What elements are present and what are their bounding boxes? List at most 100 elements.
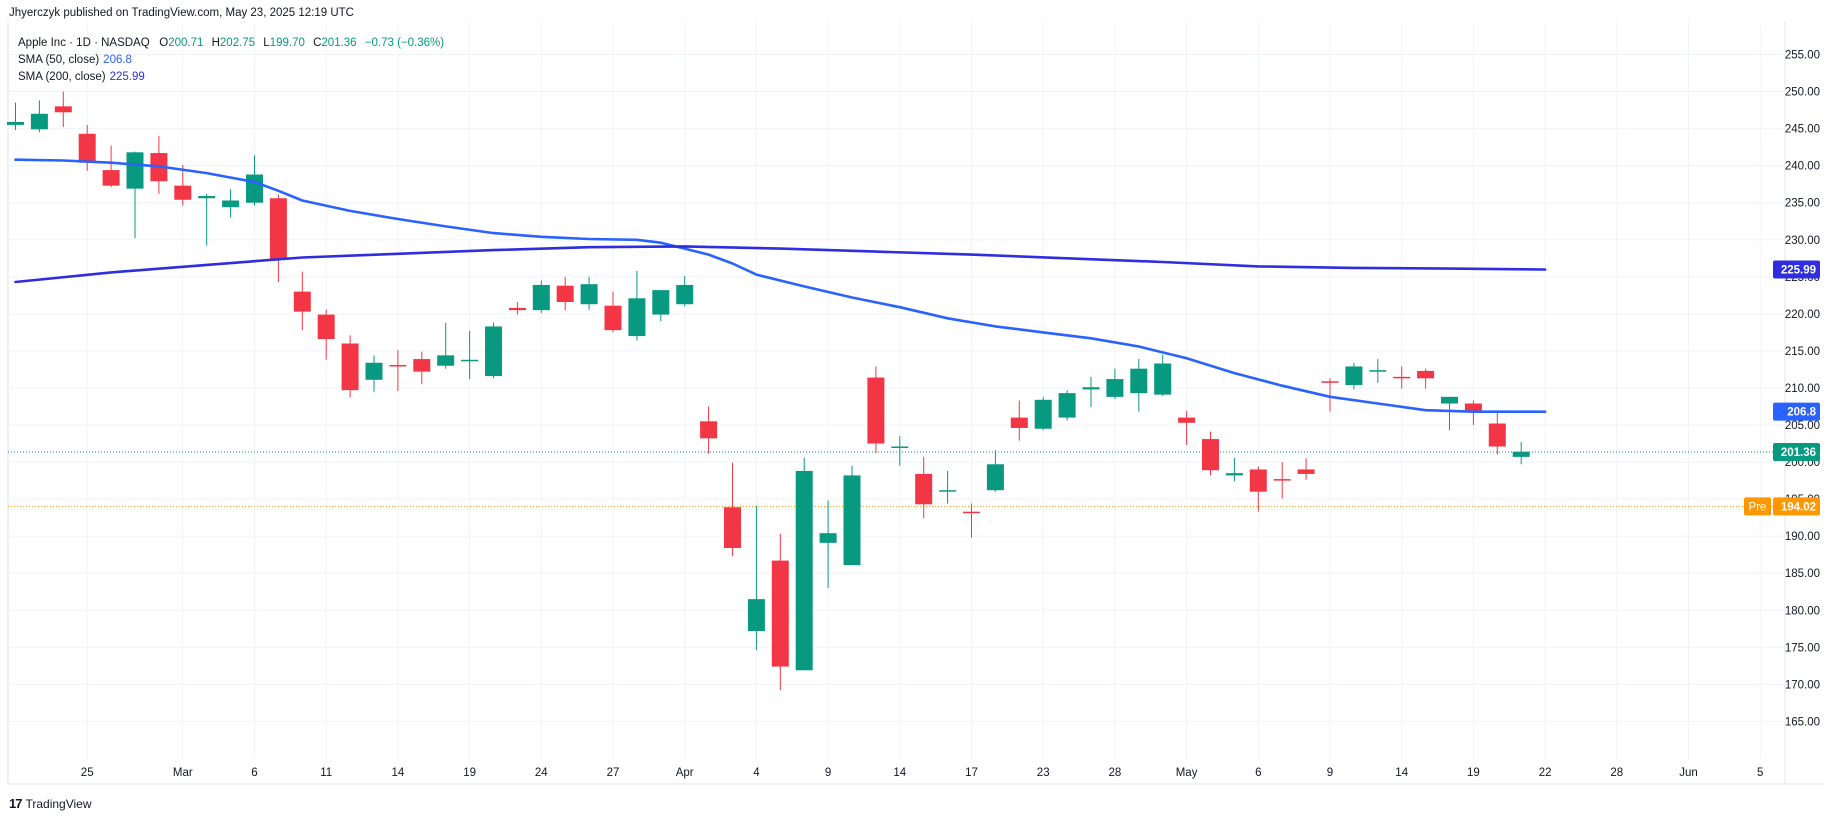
- price-tick-label: 235.00: [1785, 198, 1820, 210]
- candle-body: [1178, 417, 1196, 423]
- candle: [1297, 458, 1315, 480]
- legend-low-value: 199.70: [269, 37, 305, 49]
- price-tick-label: 190.00: [1785, 531, 1820, 543]
- candle: [747, 505, 765, 651]
- candle: [1154, 354, 1172, 397]
- sma-layer: [14, 158, 1547, 413]
- price-tick-label: 245.00: [1785, 124, 1820, 136]
- legend-open-value: 200.71: [168, 37, 204, 49]
- sma200-axis-tag-text: 225.99: [1781, 264, 1816, 276]
- candle: [532, 280, 550, 314]
- candle-body: [222, 200, 240, 208]
- tradingview-logo-icon: 17: [9, 796, 23, 811]
- price-tick-label: 250.00: [1785, 87, 1820, 99]
- candle: [795, 457, 813, 671]
- candle-body: [963, 511, 980, 514]
- candle-body: [1202, 439, 1219, 471]
- candle-body: [485, 326, 502, 377]
- candle: [365, 355, 383, 392]
- candle: [54, 91, 72, 128]
- candle: [1441, 396, 1458, 431]
- legend-high-value: 202.75: [219, 37, 256, 49]
- candle-body: [1130, 368, 1148, 394]
- candle-body: [461, 359, 479, 362]
- time-tick-label: 28: [1610, 767, 1623, 779]
- time-tick-label: 25: [81, 767, 94, 779]
- legend-close-value: 201.36: [321, 37, 357, 49]
- candle-body: [1345, 366, 1363, 385]
- candle: [413, 351, 431, 385]
- candle: [1345, 362, 1363, 390]
- candle: [78, 124, 96, 171]
- candle: [293, 271, 311, 331]
- candle: [1034, 396, 1052, 431]
- candle: [1393, 366, 1411, 389]
- legend-sma50-row[interactable]: SMA (50, close) 206.8: [18, 52, 449, 69]
- chart-legend: Apple Inc · 1D · NASDAQ O200.71 H202.75 …: [18, 35, 449, 86]
- price-tick-label: 205.00: [1785, 420, 1820, 432]
- candle-body: [174, 185, 192, 200]
- price-tag-layer: 225.99 206.8 201.36 194.02 Pre: [1744, 260, 1820, 516]
- candle-body: [795, 470, 813, 671]
- candle-body: [317, 314, 335, 340]
- candle-layer: [7, 91, 1530, 691]
- legend-sma200-row[interactable]: SMA (200, close) 225.99: [18, 69, 449, 86]
- candle: [580, 276, 598, 311]
- candle: [30, 100, 48, 133]
- price-tick-label: 165.00: [1785, 716, 1820, 728]
- last-price-tag-bg: [1773, 442, 1820, 461]
- candle-body: [1273, 479, 1291, 481]
- candle-body: [341, 343, 359, 391]
- candle: [508, 301, 526, 315]
- footer-brand-name: TradingView: [25, 796, 92, 811]
- time-tick-label: 14: [392, 767, 405, 779]
- last-price-tag: 201.36: [1773, 442, 1820, 461]
- candle: [198, 193, 216, 246]
- candle-body: [1154, 363, 1172, 395]
- footer-brand[interactable]: 17 TradingView: [9, 796, 92, 811]
- candle: [102, 145, 120, 188]
- legend-sma200-label: SMA (200, close): [18, 71, 106, 83]
- time-tick-label: Jun: [1679, 767, 1698, 779]
- candle-body: [628, 298, 646, 337]
- candle-body: [78, 133, 96, 163]
- candle-body: [771, 560, 789, 667]
- candle-body: [556, 285, 574, 302]
- price-tick-label: 170.00: [1785, 679, 1820, 691]
- axis-layer: 255.00 250.00 245.00 240.00 235.00 230.00 225.…: [81, 50, 1820, 780]
- candle: [341, 335, 359, 398]
- candle: [843, 465, 861, 566]
- candle: [1321, 378, 1339, 412]
- candle: [604, 291, 622, 333]
- legend-change-value: −0.73 (−0.36%): [364, 37, 445, 49]
- grid-layer: [7, 22, 1825, 785]
- candle-body: [939, 490, 957, 492]
- price-tick-label: 215.00: [1785, 346, 1820, 358]
- candle-body: [54, 106, 72, 113]
- price-tick-label: 185.00: [1785, 568, 1820, 580]
- candle-body: [819, 533, 837, 543]
- candle-body: [724, 507, 741, 549]
- candle-body: [1058, 393, 1076, 418]
- candle-body: [246, 174, 263, 203]
- legend-close-label: C: [313, 37, 322, 49]
- candle-body: [1393, 376, 1411, 379]
- candle-body: [676, 284, 694, 305]
- candle: [652, 290, 670, 322]
- time-tick-label: 6: [1255, 767, 1261, 779]
- candle-body: [891, 446, 909, 448]
- pre-price-tag: 194.02 Pre: [1744, 497, 1820, 516]
- candle-body: [293, 291, 311, 312]
- legend-ohlc-row[interactable]: Apple Inc · 1D · NASDAQ O200.71 H202.75 …: [18, 35, 449, 52]
- candle: [891, 436, 909, 466]
- candle: [819, 500, 837, 589]
- pre-price-tag-prefix-bg: [1744, 497, 1771, 516]
- candle-body: [700, 421, 718, 439]
- candle: [1082, 376, 1100, 408]
- candle-body: [1010, 417, 1028, 428]
- candle-body: [1225, 473, 1243, 476]
- candle-body: [269, 198, 287, 260]
- sma200-axis-tag-bg: [1773, 260, 1820, 279]
- candle-body: [532, 284, 550, 311]
